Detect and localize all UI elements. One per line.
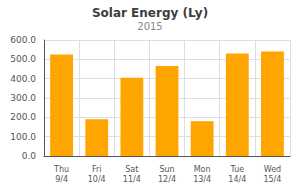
svg-text:13/4: 13/4 — [193, 175, 211, 184]
svg-text:Tue: Tue — [229, 165, 244, 174]
svg-text:500.0: 500.0 — [10, 54, 36, 64]
svg-text:11/4: 11/4 — [123, 175, 141, 184]
svg-text:Sat: Sat — [125, 165, 138, 174]
svg-text:Solar Energy (Ly): Solar Energy (Ly) — [92, 6, 208, 20]
svg-text:600.0: 600.0 — [10, 35, 36, 45]
svg-text:Mon: Mon — [194, 165, 211, 174]
svg-text:10/4: 10/4 — [88, 175, 106, 184]
svg-text:Sun: Sun — [159, 165, 174, 174]
svg-text:12/4: 12/4 — [158, 175, 176, 184]
svg-text:Wed: Wed — [264, 165, 281, 174]
svg-text:200.0: 200.0 — [10, 112, 36, 122]
svg-text:Thu: Thu — [53, 165, 69, 174]
svg-text:400.0: 400.0 — [10, 74, 36, 84]
svg-text:Fri: Fri — [92, 165, 102, 174]
svg-text:300.0: 300.0 — [10, 93, 36, 103]
svg-text:15/4: 15/4 — [263, 175, 281, 184]
svg-text:2015: 2015 — [137, 21, 162, 32]
svg-text:0.0: 0.0 — [22, 151, 37, 161]
svg-text:9/4: 9/4 — [55, 175, 68, 184]
svg-text:100.0: 100.0 — [10, 132, 36, 142]
svg-text:14/4: 14/4 — [228, 175, 246, 184]
